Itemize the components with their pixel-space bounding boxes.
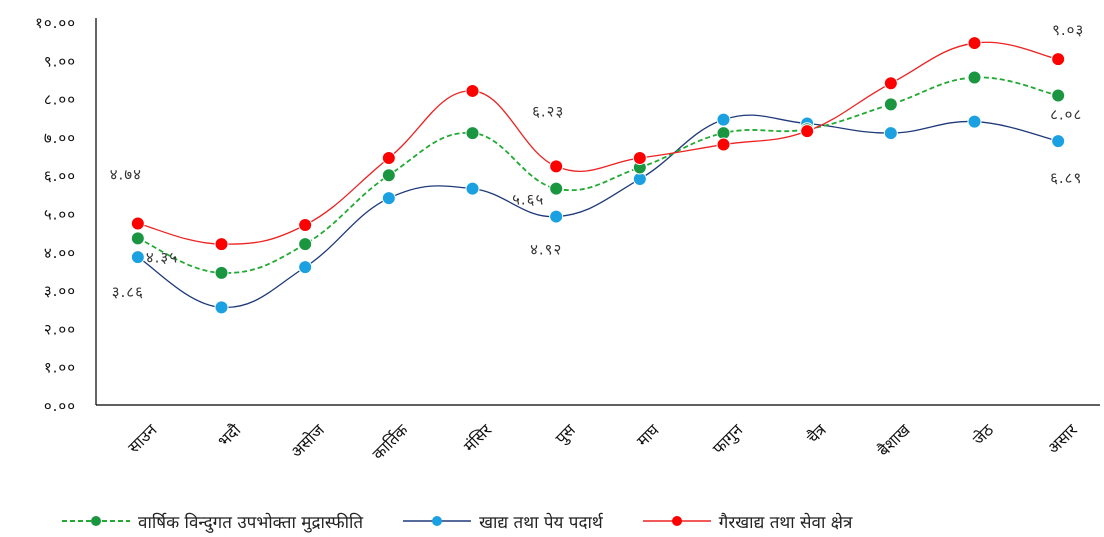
series-line-0 (137, 76, 1059, 274)
legend-label-food: खाद्य तथा पेय पदार्थ (479, 512, 603, 533)
y-tick-label: ४.०० (44, 244, 76, 262)
legend-label-overall: वार्षिक विन्दुगत उपभोक्ता मुद्रास्फीति (138, 512, 364, 533)
x-tick-label: भदौ (214, 420, 245, 451)
x-tick-label: फागुन (709, 420, 748, 459)
data-label: ३.८६ (112, 283, 144, 301)
x-tick-label: बैशाख (874, 420, 914, 460)
legend-swatch-nonfood (642, 516, 711, 526)
series-2-point (381, 150, 396, 165)
series-2-point (1051, 52, 1066, 67)
data-label: ५.६५ (512, 191, 544, 209)
series-line-1 (137, 114, 1059, 308)
chart-axes: ०.०० १.०० २.०० ३.०० ४.०० ५.०० ६.०० ७.०० ८.०० ९.००… (35, 14, 1100, 464)
legend-swatch-overall (62, 516, 130, 526)
series-1-point (716, 112, 731, 127)
series-0-point (1051, 88, 1066, 103)
y-tick-label: ६.०० (44, 167, 76, 185)
data-label: ६.८९ (1050, 169, 1082, 187)
series-0-point (549, 181, 564, 196)
y-tick-label: २.०० (44, 320, 76, 338)
data-label: ४.३५ (146, 248, 178, 266)
x-tick-label: साउन (124, 420, 161, 457)
series-2-point (632, 150, 647, 165)
series-line-2 (137, 41, 1059, 245)
legend-label-nonfood: गैरखाद्य तथा सेवा क्षेत्र (718, 512, 853, 533)
legend-swatch-food (403, 516, 472, 526)
legend-item-food: खाद्य तथा पेय पदार्थ (401, 510, 603, 533)
data-label: ८.०८ (1050, 106, 1082, 124)
series-2-point (549, 159, 564, 174)
data-label: ४.७४ (110, 165, 142, 183)
series-1-point (967, 114, 982, 129)
y-tick-label: १.०० (44, 359, 76, 377)
y-tick-label: ८.०० (44, 91, 76, 109)
series-1-point (465, 181, 480, 196)
y-tick-label: ५.०० (44, 206, 76, 224)
series-0-point (381, 168, 396, 183)
series-2-point (298, 217, 313, 232)
y-tick-label: ०.०० (44, 397, 76, 415)
x-tick-label: जेठ (969, 420, 998, 449)
x-tick-label: कार्तिक (369, 420, 413, 464)
series-2-point (967, 36, 982, 51)
series-0-point (298, 237, 313, 252)
x-tick-label: माघ (633, 420, 663, 450)
y-tick-label: ९.०० (44, 52, 76, 70)
series-0-point (214, 265, 229, 280)
series-2-point (214, 237, 229, 252)
legend-item-nonfood: गैरखाद्य तथा सेवा क्षेत्र (641, 510, 853, 533)
series-0-point (967, 70, 982, 85)
series-1-point (298, 260, 313, 275)
series-1-point (549, 209, 564, 224)
x-tick-label: पुस (551, 420, 580, 449)
chart-legend: वार्षिक विन्दुगत उपभोक्ता मुद्रास्फीति ख… (60, 508, 1100, 534)
x-tick-label: मंसिर (460, 420, 496, 456)
series-1-point (381, 191, 396, 206)
series-1-point (214, 300, 229, 315)
y-tick-label: ७.०० (44, 129, 76, 147)
series-0-point (883, 97, 898, 112)
data-labels-layer: ४.७४ ४.३५३.८६ ६.२३ ५.६५ ४.९२ ९.०३ ८.०८ ६.८९ (110, 21, 1084, 301)
data-label: ४.९२ (530, 241, 562, 259)
y-tick-label: १०.०० (35, 14, 76, 32)
series-layer (130, 36, 1066, 315)
x-tick-label: असार (1044, 420, 1082, 458)
x-tick-label: असोज (287, 420, 329, 462)
series-1-point (1051, 134, 1066, 149)
series-2-point (883, 76, 898, 91)
series-0-point (465, 126, 480, 141)
data-label: ६.२३ (532, 102, 564, 120)
series-2-point (465, 83, 480, 98)
series-1-point (130, 250, 145, 265)
series-0-point (130, 231, 145, 246)
y-tick-label: ३.०० (44, 282, 76, 300)
series-2-point (130, 216, 145, 231)
x-tick-label: चैत्र (803, 420, 831, 448)
series-1-point (883, 126, 898, 141)
legend-item-overall: वार्षिक विन्दुगत उपभोक्ता मुद्रास्फीति (60, 510, 363, 533)
series-2-point (800, 124, 815, 139)
data-label: ९.०३ (1052, 21, 1084, 39)
series-2-point (716, 137, 731, 152)
